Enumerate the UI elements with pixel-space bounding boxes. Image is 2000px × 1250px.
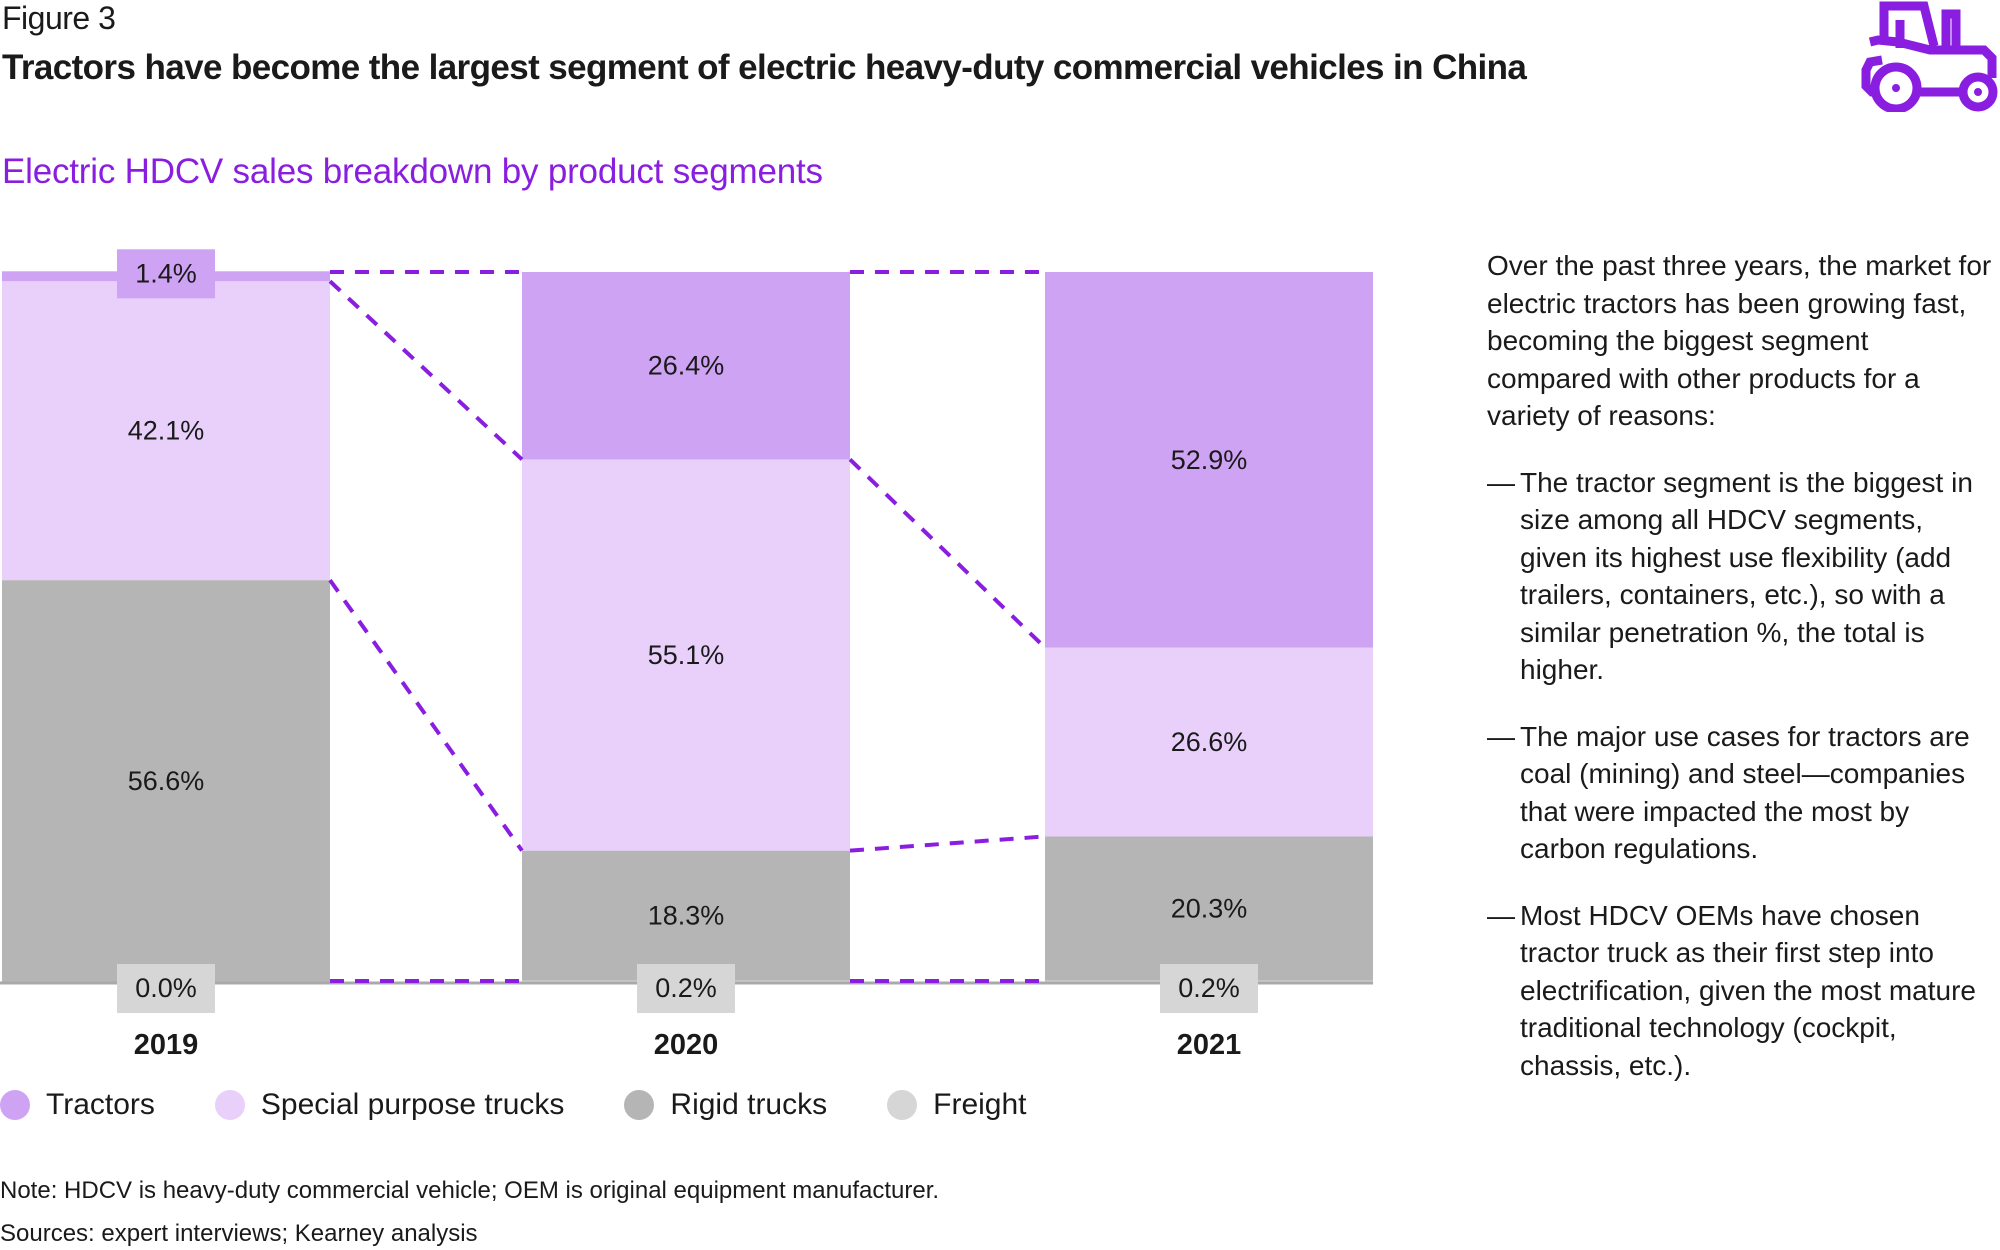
connector-special [328, 578, 524, 852]
value-label: 26.6% [1171, 727, 1248, 757]
bullet-text: The tractor segment is the biggest in si… [1520, 466, 1973, 686]
value-label: 1.4% [135, 258, 197, 288]
bar-segment-rigid-2021 [1045, 836, 1373, 981]
value-label: 0.2% [655, 973, 717, 1003]
connector-special [849, 834, 1046, 853]
bullet-text: Most HDCV OEMs have chosen tractor truck… [1520, 899, 1976, 1081]
legend-item-tractors: Tractors [0, 1088, 155, 1122]
value-label: 20.3% [1171, 894, 1248, 924]
legend-label: Tractors [46, 1088, 155, 1121]
connector-tractors [848, 458, 1047, 650]
bar-segment-special-2019 [2, 281, 330, 581]
legend-swatch-freight [887, 1090, 918, 1120]
bar-segment-tractors-2021 [1045, 272, 1373, 648]
commentary-bullet: — Most HDCV OEMs have chosen tractor tru… [1487, 897, 1997, 1085]
value-label: 26.4% [648, 351, 725, 381]
value-label: 52.9% [1171, 445, 1248, 475]
value-label-box [1160, 964, 1258, 1013]
value-label: 18.3% [648, 901, 725, 931]
x-tick-label: 2020 [654, 1029, 719, 1061]
footnote: Note: HDCV is heavy-duty commercial vehi… [0, 1177, 940, 1204]
chart-title: Tractors have become the largest segment… [2, 48, 1527, 87]
chart-legend: Tractors Special purpose trucks Rigid tr… [0, 1088, 1087, 1122]
commentary-bullet: — The tractor segment is the biggest in … [1487, 464, 1997, 689]
value-label: 42.1% [128, 416, 205, 446]
sources: Sources: expert interviews; Kearney anal… [0, 1220, 478, 1247]
bar-segment-special-2021 [1045, 647, 1373, 837]
legend-item-rigid: Rigid trucks [624, 1088, 827, 1122]
stacked-bar-chart: 0.0% 56.6% 42.1% 1.4% 2019 0.2% 18.3% 55.1% 26.4… [0, 249, 1373, 1061]
bar-segment-rigid-2019 [2, 580, 330, 982]
commentary-panel: Over the past three years, the market fo… [1487, 247, 1997, 1113]
bar-segment-special-2020 [522, 459, 850, 851]
value-label-box [637, 964, 735, 1013]
commentary-intro: Over the past three years, the market fo… [1487, 250, 1992, 431]
value-label: 56.6% [128, 766, 205, 796]
chart-subtitle: Electric HDCV sales breakdown by product… [2, 152, 823, 191]
legend-item-freight: Freight [887, 1088, 1027, 1122]
bullet-dash: — [1487, 899, 1515, 931]
commentary-bullet: — The major use cases for tractors are c… [1487, 718, 1997, 868]
figure-label: Figure 3 [2, 0, 116, 36]
x-tick-label: 2021 [1177, 1029, 1242, 1061]
legend-swatch-rigid [624, 1090, 655, 1120]
bullet-dash: — [1487, 720, 1515, 752]
value-label-box [117, 249, 215, 299]
x-tick-label: 2019 [134, 1029, 199, 1061]
legend-label: Rigid trucks [670, 1088, 828, 1121]
tractor-icon [1861, 1, 1998, 112]
bullet-text: The major use cases for tractors are coa… [1520, 720, 1970, 865]
value-label: 0.0% [135, 973, 197, 1003]
legend-label: Special purpose trucks [260, 1088, 565, 1121]
connector-tractors [328, 279, 524, 461]
value-label: 55.1% [648, 640, 725, 670]
legend-item-special: Special purpose trucks [214, 1088, 565, 1122]
legend-swatch-special [214, 1090, 245, 1120]
value-label: 0.2% [1178, 973, 1240, 1003]
value-label-box [117, 964, 215, 1013]
bar-segment-tractors-2020 [522, 272, 850, 460]
legend-swatch-tractors [0, 1090, 30, 1120]
bar-segment-rigid-2020 [522, 850, 850, 981]
bullet-dash: — [1487, 466, 1515, 498]
legend-label: Freight [933, 1088, 1027, 1121]
